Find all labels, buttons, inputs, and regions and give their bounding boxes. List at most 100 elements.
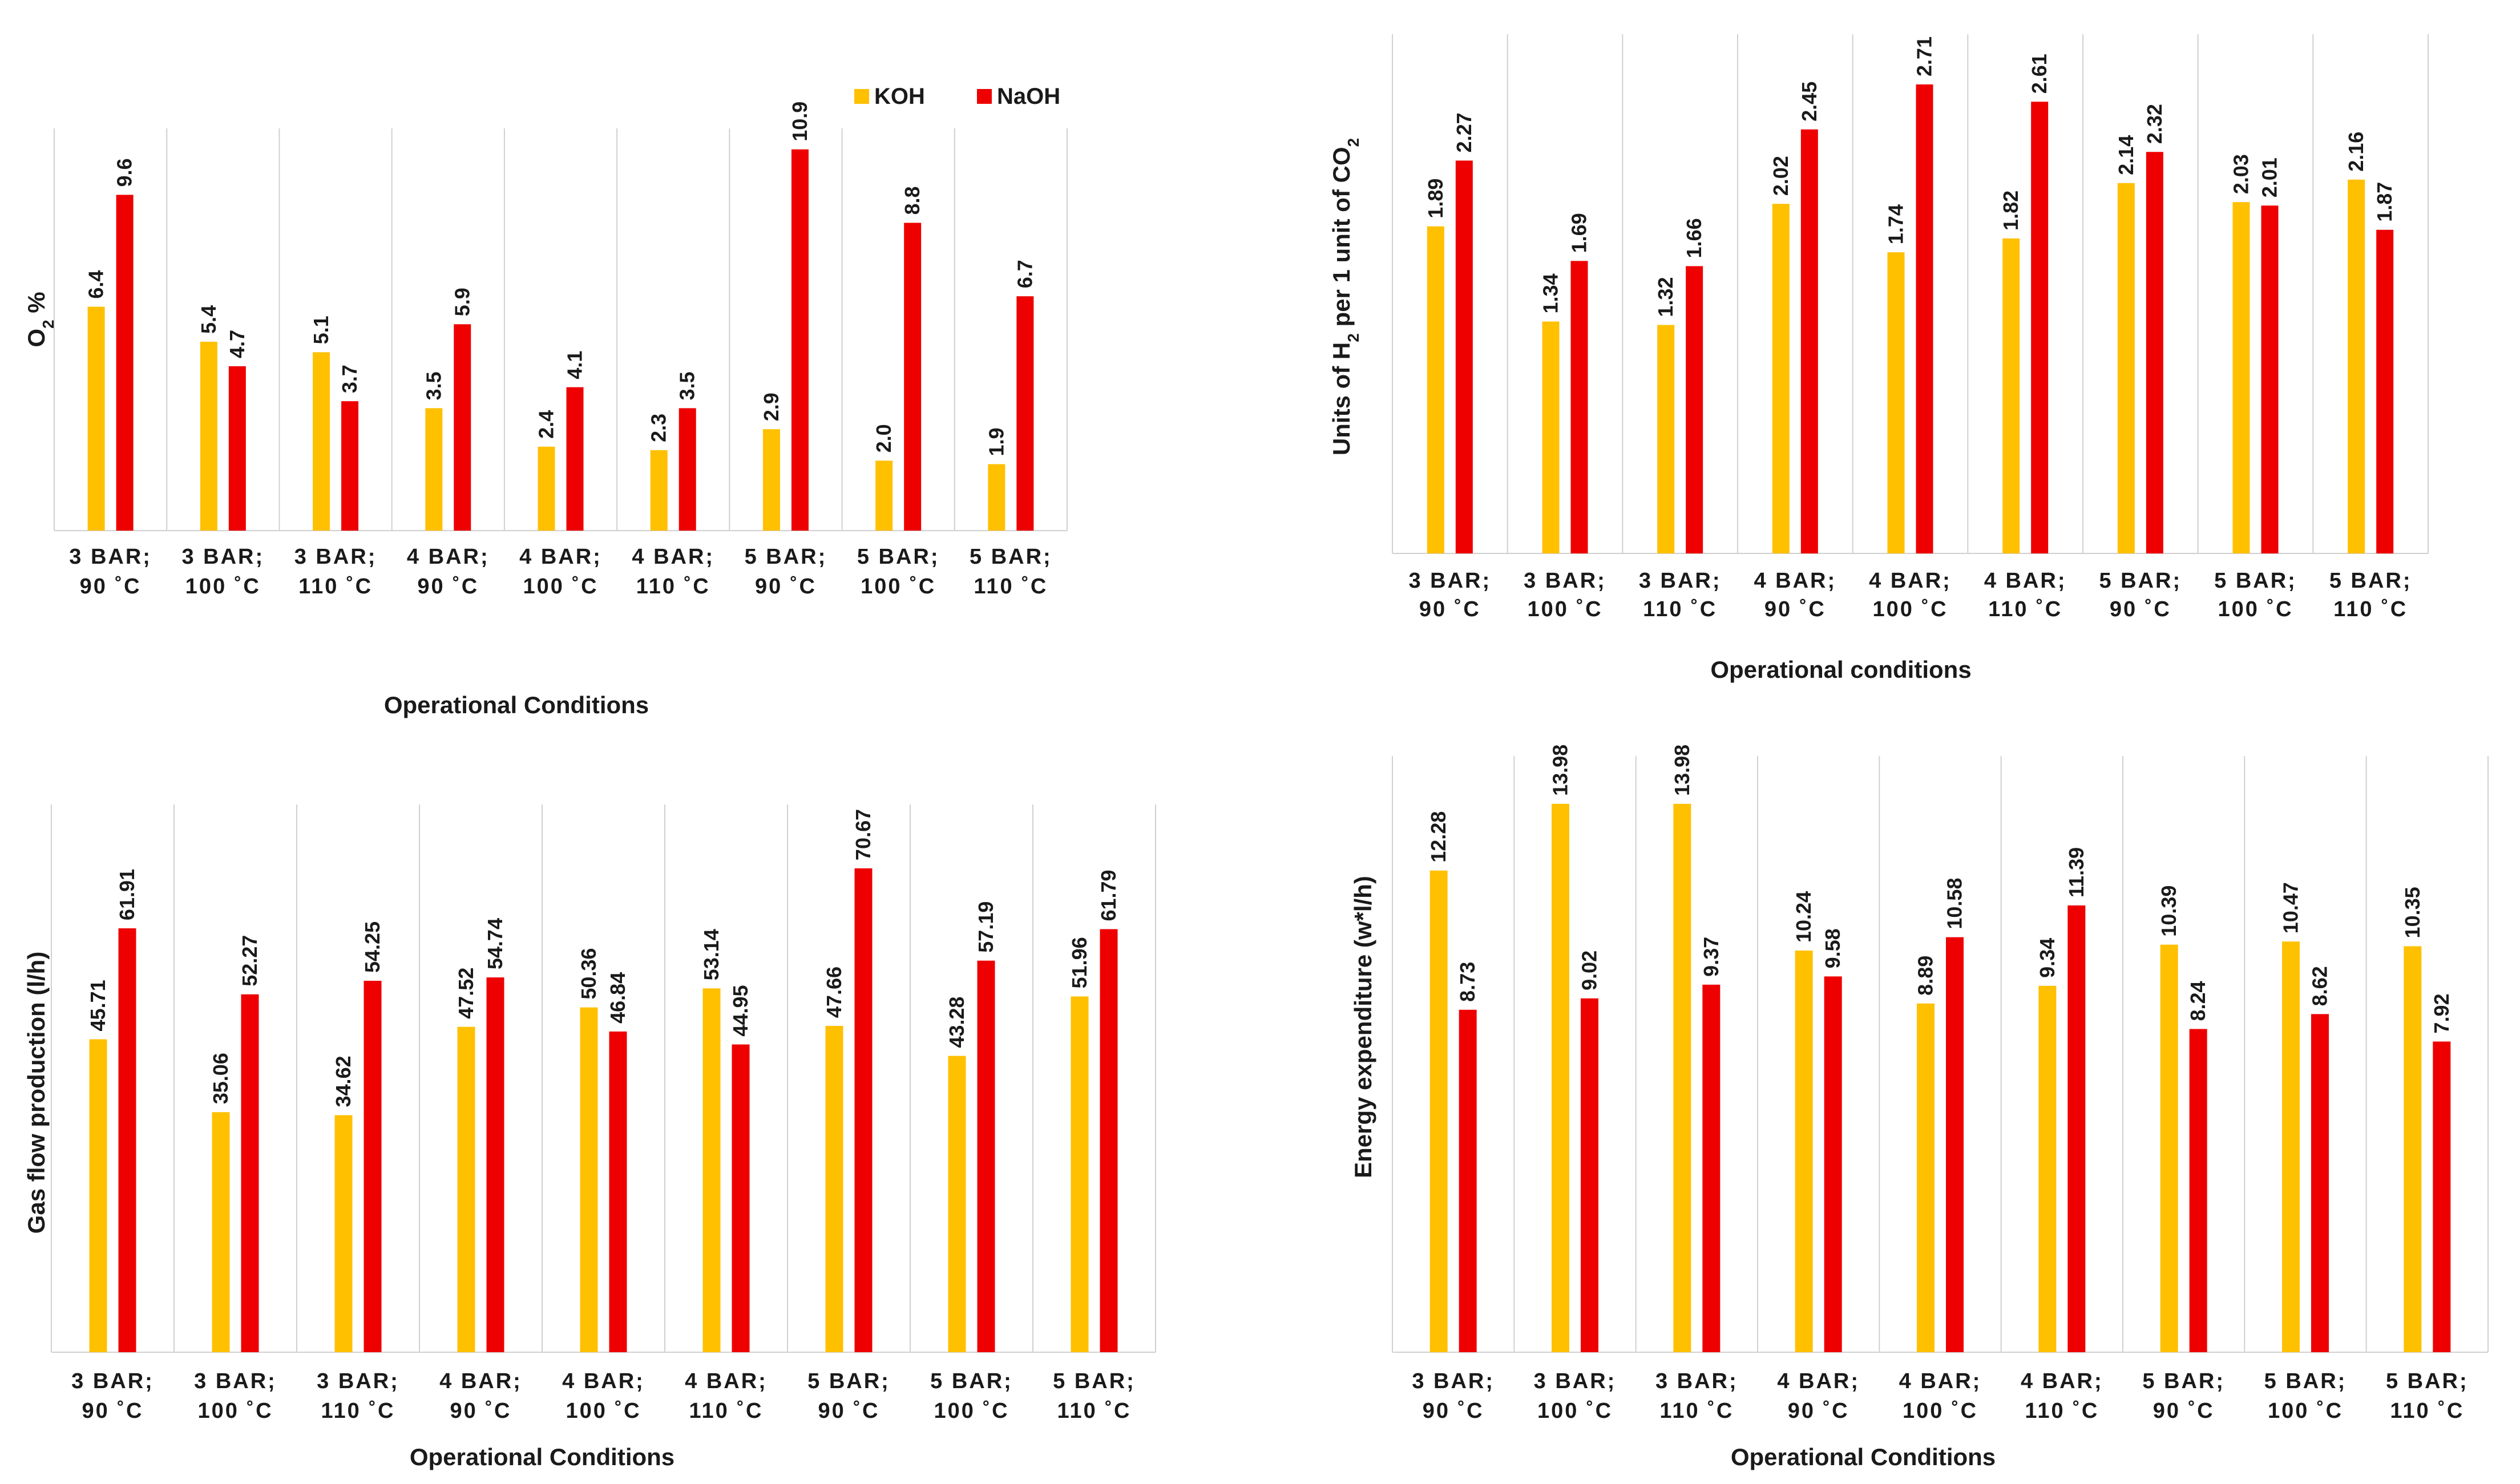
chart-energy: 12.28 13.98 13.98 10.24 8.89 9.34 10.39 10.47 10… [1350,745,2489,1470]
o2-tick-label-pressure: 5 BAR; [970,545,1052,569]
h2co2-data-label-naoh: 2.61 [2028,54,2051,94]
h2co2-bar-naoh [1686,266,1703,553]
energy-bar-naoh [1459,1009,1477,1352]
h2co2-tick-label-temperature: 100 ˚C [1872,597,1948,621]
energy-tick-label-pressure: 3 BAR; [1534,1369,1617,1393]
gasflow-tick-label-temperature: 90 ˚C [818,1399,880,1423]
o2-tick-label-temperature: 100 ˚C [861,575,936,599]
energy-tick-label-temperature: 100 ˚C [1903,1399,1978,1423]
gasflow-bar-naoh [486,977,504,1352]
o2-tick-label-temperature: 110 ˚C [636,575,710,599]
o2-bar-naoh [904,223,922,531]
h2co2-data-label-koh: 1.89 [1424,179,1447,219]
gasflow-bar-koh [212,1112,230,1352]
gasflow-data-label-koh: 35.06 [209,1053,232,1104]
h2co2-tick-label-pressure: 5 BAR; [2329,569,2412,593]
chart-h2-per-co2: 1.89 1.34 1.32 2.02 1.74 1.82 2.14 2.03 2.16 2.27… [1328,34,2429,683]
energy-data-label-koh: 10.47 [2279,882,2303,933]
energy-tick-label-temperature: 90 ˚C [1423,1399,1484,1423]
h2co2-tick-label-pressure: 4 BAR; [1984,569,2067,593]
gasflow-tick-label-pressure: 3 BAR; [194,1369,277,1393]
gasflow-tick-label-pressure: 4 BAR; [439,1369,522,1393]
h2co2-tick-label-temperature: 90 ˚C [2110,597,2171,621]
h2co2-bar-naoh [1570,261,1588,553]
o2-data-label-naoh: 3.5 [676,371,699,400]
o2-data-label-naoh: 8.8 [900,186,924,215]
legend: KOH NaOH [854,84,1060,109]
h2co2-bar-naoh [2031,102,2049,554]
o2-data-label-naoh: 10.9 [788,102,811,141]
energy-tick-label-pressure: 4 BAR; [2021,1369,2103,1393]
h2co2-bar-koh [1427,226,1444,553]
o2-bar-naoh [1016,296,1034,531]
energy-tick-label-temperature: 110 ˚C [1659,1399,1734,1423]
h2co2-bar-koh [1887,252,1905,553]
h2co2-data-label-koh: 2.03 [2230,154,2253,194]
h2co2-tick-label-pressure: 3 BAR; [1408,569,1491,593]
gasflow-tick-label-temperature: 110 ˚C [321,1399,395,1423]
legend-swatch-koh [854,89,869,104]
gasflow-bar-koh [89,1039,107,1352]
energy-tick-label-temperature: 90 ˚C [2153,1399,2215,1423]
h2co2-bar-koh [2348,179,2365,553]
o2-tick-label-temperature: 100 ˚C [185,575,261,599]
energy-bar-naoh [2311,1014,2329,1352]
h2co2-data-label-koh: 1.32 [1654,277,1677,317]
gasflow-y-axis-title: Gas flow production (l/h) [23,952,50,1234]
h2co2-tick-label-pressure: 4 BAR; [1754,569,1836,593]
h2co2-tick-label-pressure: 3 BAR; [1524,569,1606,593]
gasflow-bar-naoh [241,994,259,1352]
energy-data-label-koh: 13.98 [1670,745,1694,796]
chart-o2: 6.4 5.4 5.1 3.5 2.4 2.3 2.9 2.0 1.9 9.6 4.7 3.7 5.9 4… [23,84,1068,718]
gasflow-bar-koh [457,1026,475,1352]
gasflow-bar-koh [580,1007,598,1352]
o2-tick-label-temperature: 90 ˚C [417,575,479,599]
o2-data-label-koh: 2.9 [760,393,783,421]
o2-bar-koh [200,341,217,531]
o2-tick-label-temperature: 90 ˚C [80,575,142,599]
legend-label-koh: KOH [874,84,925,109]
gasflow-bar-koh [825,1026,843,1352]
gasflow-data-label-koh: 51.96 [1068,937,1091,988]
gasflow-tick-label-temperature: 110 ˚C [689,1399,764,1423]
o2-data-label-naoh: 4.1 [563,351,587,379]
h2co2-bar-naoh [1455,160,1473,553]
h2co2-data-label-koh: 2.02 [1769,156,1792,196]
gasflow-bar-naoh [732,1044,750,1352]
gasflow-bar-naoh [118,928,136,1352]
o2-tick-label-pressure: 4 BAR; [519,545,602,569]
h2co2-data-label-koh: 1.82 [1999,191,2022,231]
h2co2-data-label-koh: 1.34 [1539,273,1562,313]
gasflow-data-label-koh: 45.71 [86,980,110,1031]
o2-data-label-koh: 1.9 [984,427,1008,456]
gasflow-tick-label-pressure: 3 BAR; [317,1369,399,1393]
h2co2-tick-label-temperature: 100 ˚C [1527,597,1602,621]
energy-tick-label-pressure: 3 BAR; [1412,1369,1495,1393]
gasflow-tick-label-temperature: 100 ˚C [934,1399,1009,1423]
o2-data-label-koh: 6.4 [84,270,108,299]
h2co2-data-label-naoh: 1.69 [1568,213,1591,253]
h2co2-data-label-naoh: 1.87 [2373,182,2396,222]
energy-tick-label-temperature: 110 ˚C [2390,1399,2464,1423]
o2-x-axis-title: Operational Conditions [384,692,649,718]
energy-bar-koh [1552,803,1569,1352]
energy-tick-label-pressure: 3 BAR; [1655,1369,1738,1393]
energy-data-label-naoh: 8.62 [2308,966,2332,1006]
energy-data-label-koh: 12.28 [1427,811,1450,863]
o2-data-label-koh: 5.4 [197,305,220,334]
o2-bar-naoh [679,408,696,531]
gasflow-tick-label-pressure: 4 BAR; [562,1369,645,1393]
o2-tick-label-pressure: 3 BAR; [69,545,152,569]
o2-y-axis-title-main: O [23,329,50,347]
o2-tick-label-pressure: 4 BAR; [407,545,490,569]
o2-data-label-koh: 2.3 [647,414,671,442]
gasflow-tick-label-pressure: 3 BAR; [71,1369,154,1393]
h2co2-x-axis-title: Operational conditions [1710,656,1971,683]
energy-bar-naoh [2067,905,2086,1352]
o2-y-axis-title: O2 % [23,292,57,347]
gasflow-bar-koh [702,988,721,1352]
h2co2-y-axis-title-s2: 2 [1344,138,1362,147]
o2-bar-koh [762,429,780,531]
gasflow-data-label-naoh: 54.25 [361,921,384,973]
